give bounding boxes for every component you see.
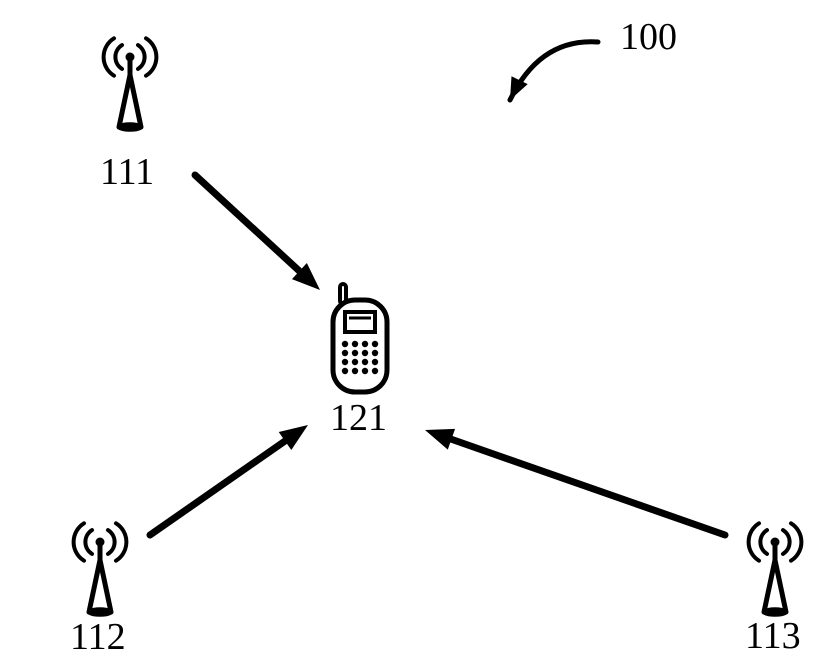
antenna-label-113: 113 — [745, 614, 801, 658]
antenna-label-112: 112 — [70, 615, 126, 659]
diagram-canvas: 100 111 112 113 121 — [0, 0, 835, 664]
system-label: 100 — [620, 15, 677, 59]
edge-arrows — [0, 0, 835, 664]
phone-label: 121 — [330, 396, 387, 440]
antenna-label-111: 111 — [100, 150, 154, 194]
